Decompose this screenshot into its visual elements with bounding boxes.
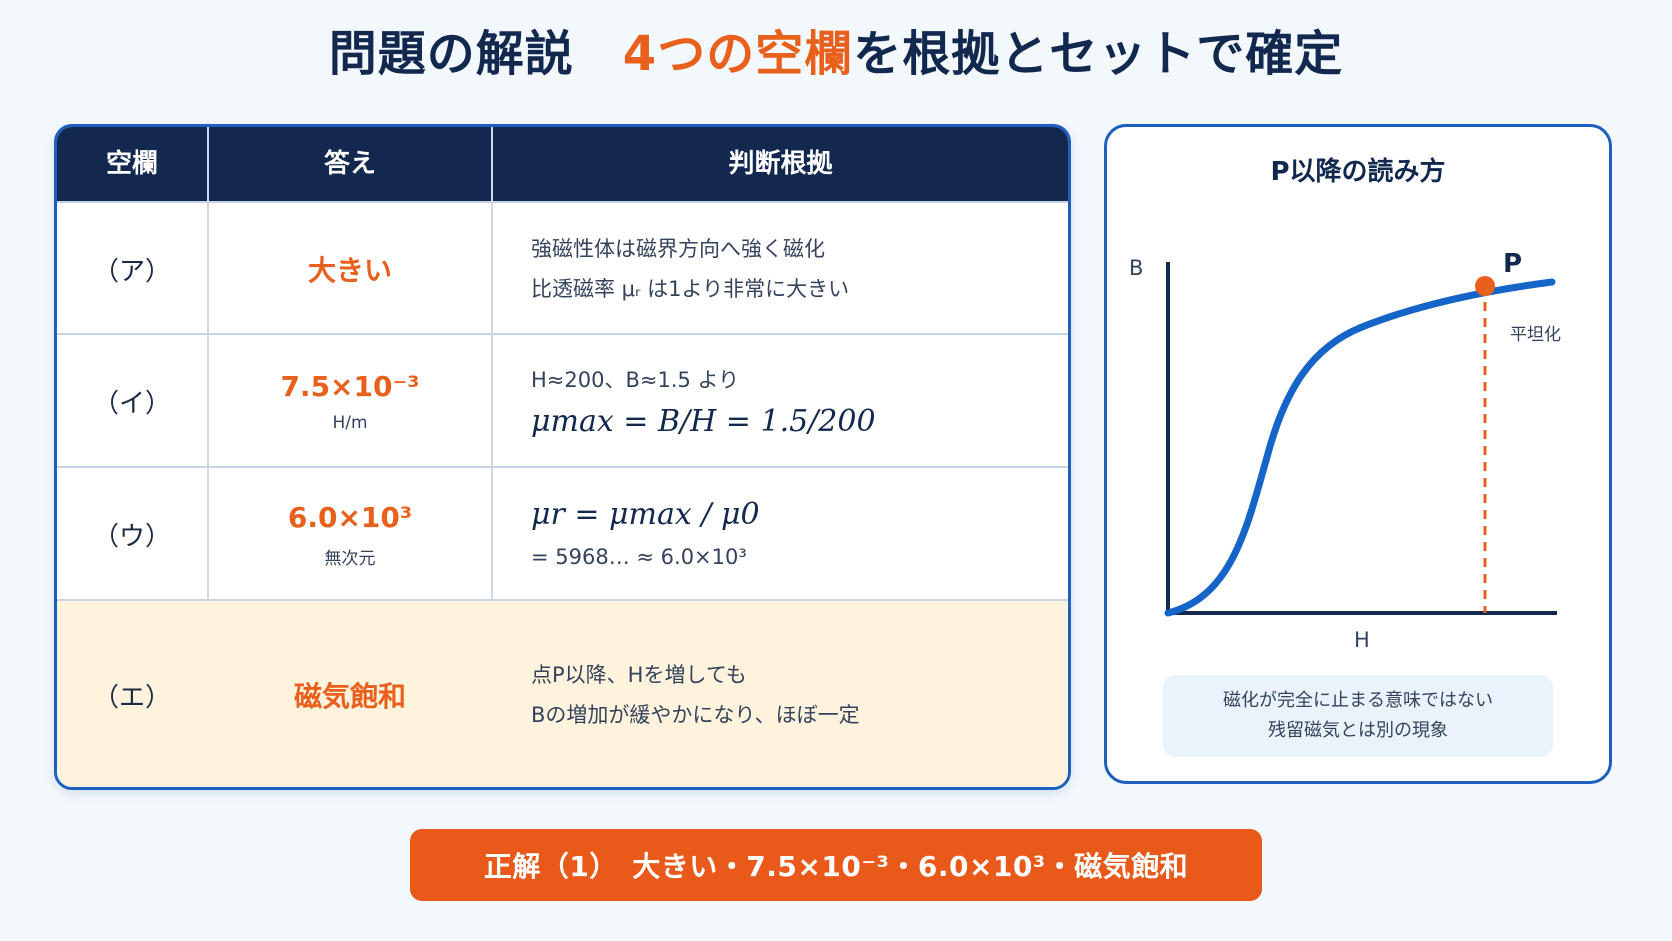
table-row-highlight: （エ） 磁気飽和 点P以降、Hを増しても Bの増加が緩やかになり、ほぼ一定 (57, 599, 1068, 787)
basis-line: 点P以降、Hを増しても (531, 663, 747, 687)
header-blank: 空欄 (105, 149, 158, 179)
header-basis: 判断根拠 (728, 149, 833, 179)
row-blank-label: （ア） (92, 256, 171, 287)
note-box: 磁化が完全に止まる意味ではない 残留磁気とは別の現象 (1163, 675, 1553, 757)
note-line: 残留磁気とは別の現象 (1268, 720, 1448, 741)
row-blank-label: （イ） (92, 389, 171, 419)
answer-table: 空欄 答え 判断根拠 （ア） 大きい 強磁性体は磁界方向へ強く磁化 比透磁率 μ… (54, 124, 1071, 790)
answer-value: 磁気飽和 (293, 680, 406, 713)
flatten-annotation: 平坦化 (1510, 325, 1561, 345)
basis-line: 強磁性体は磁界方向へ強く磁化 (531, 237, 825, 261)
answer-value: 大きい (307, 254, 392, 287)
title-prefix: 問題の解説 (328, 26, 623, 82)
row-answer: 大きい (209, 203, 491, 335)
row-answer: 磁気飽和 (209, 601, 491, 787)
bh-curve-panel: P以降の読み方 B H P 平坦化 磁化が完全に止まる意味ではない 残留磁気とは… (1104, 124, 1612, 784)
page-title: 問題の解説 4つの空欄を根拠とセットで確定 (0, 14, 1672, 84)
answer-unit: 無次元 (324, 548, 376, 569)
column-divider (491, 127, 493, 599)
table-header: 空欄 答え 判断根拠 (57, 127, 1068, 201)
row-basis: H≈200、B≈1.5 より μmax = B/H = 1.5/200 (493, 335, 1053, 468)
correct-answer-banner: 正解（1） 大きい・7.5×10⁻³・6.0×10³・磁気飽和 (410, 829, 1262, 901)
answer-value: 6.0×10³ (287, 500, 413, 534)
basis-line: Bの増加が緩やかになり、ほぼ一定 (531, 703, 860, 727)
bh-curve-diagram: B H P 平坦化 (1129, 249, 1561, 652)
point-p-marker (1475, 276, 1495, 296)
row-basis: μr = μmax / μ0 = 5968… ≈ 6.0×10³ (493, 468, 1053, 601)
title-suffix: を根拠とセットで確定 (853, 26, 1344, 82)
row-answer: 6.0×10³ 無次元 (209, 468, 491, 601)
basis-formula: μmax = B/H = 1.5/200 (531, 403, 876, 439)
row-basis: 強磁性体は磁界方向へ強く磁化 比透磁率 μᵣ は1より非常に大きい (493, 203, 1053, 335)
x-axis-label: H (1354, 628, 1370, 652)
graph-title: P以降の読み方 (1270, 157, 1446, 187)
basis-formula: μr = μmax / μ0 (531, 496, 760, 532)
row-answer: 7.5×10⁻³ H/m (209, 335, 491, 468)
table-row: （イ） 7.5×10⁻³ H/m H≈200、B≈1.5 より μmax = B… (57, 333, 1068, 468)
basis-line: 比透磁率 μᵣ は1より非常に大きい (531, 277, 850, 301)
header-answer: 答え (323, 149, 376, 179)
row-blank-label: （ウ） (92, 522, 171, 552)
bh-curve (1164, 278, 1556, 617)
answer-value: 7.5×10⁻³ (280, 370, 420, 403)
y-axis-label: B (1129, 256, 1143, 280)
point-p-label: P (1503, 249, 1522, 279)
column-divider (207, 127, 209, 599)
title-accent: 4つの空欄 (622, 26, 854, 82)
row-basis: 点P以降、Hを増しても Bの増加が緩やかになり、ほぼ一定 (493, 601, 1053, 787)
basis-line: H≈200、B≈1.5 より (531, 367, 740, 392)
basis-line: = 5968… ≈ 6.0×10³ (531, 544, 747, 569)
answer-unit: H/m (332, 413, 368, 433)
row-blank-label: （エ） (92, 682, 171, 713)
table-row: （ウ） 6.0×10³ 無次元 μr = μmax / μ0 = 5968… ≈… (57, 466, 1068, 601)
note-line: 磁化が完全に止まる意味ではない (1223, 690, 1493, 711)
table-row: （ア） 大きい 強磁性体は磁界方向へ強く磁化 比透磁率 μᵣ は1より非常に大き… (57, 201, 1068, 335)
